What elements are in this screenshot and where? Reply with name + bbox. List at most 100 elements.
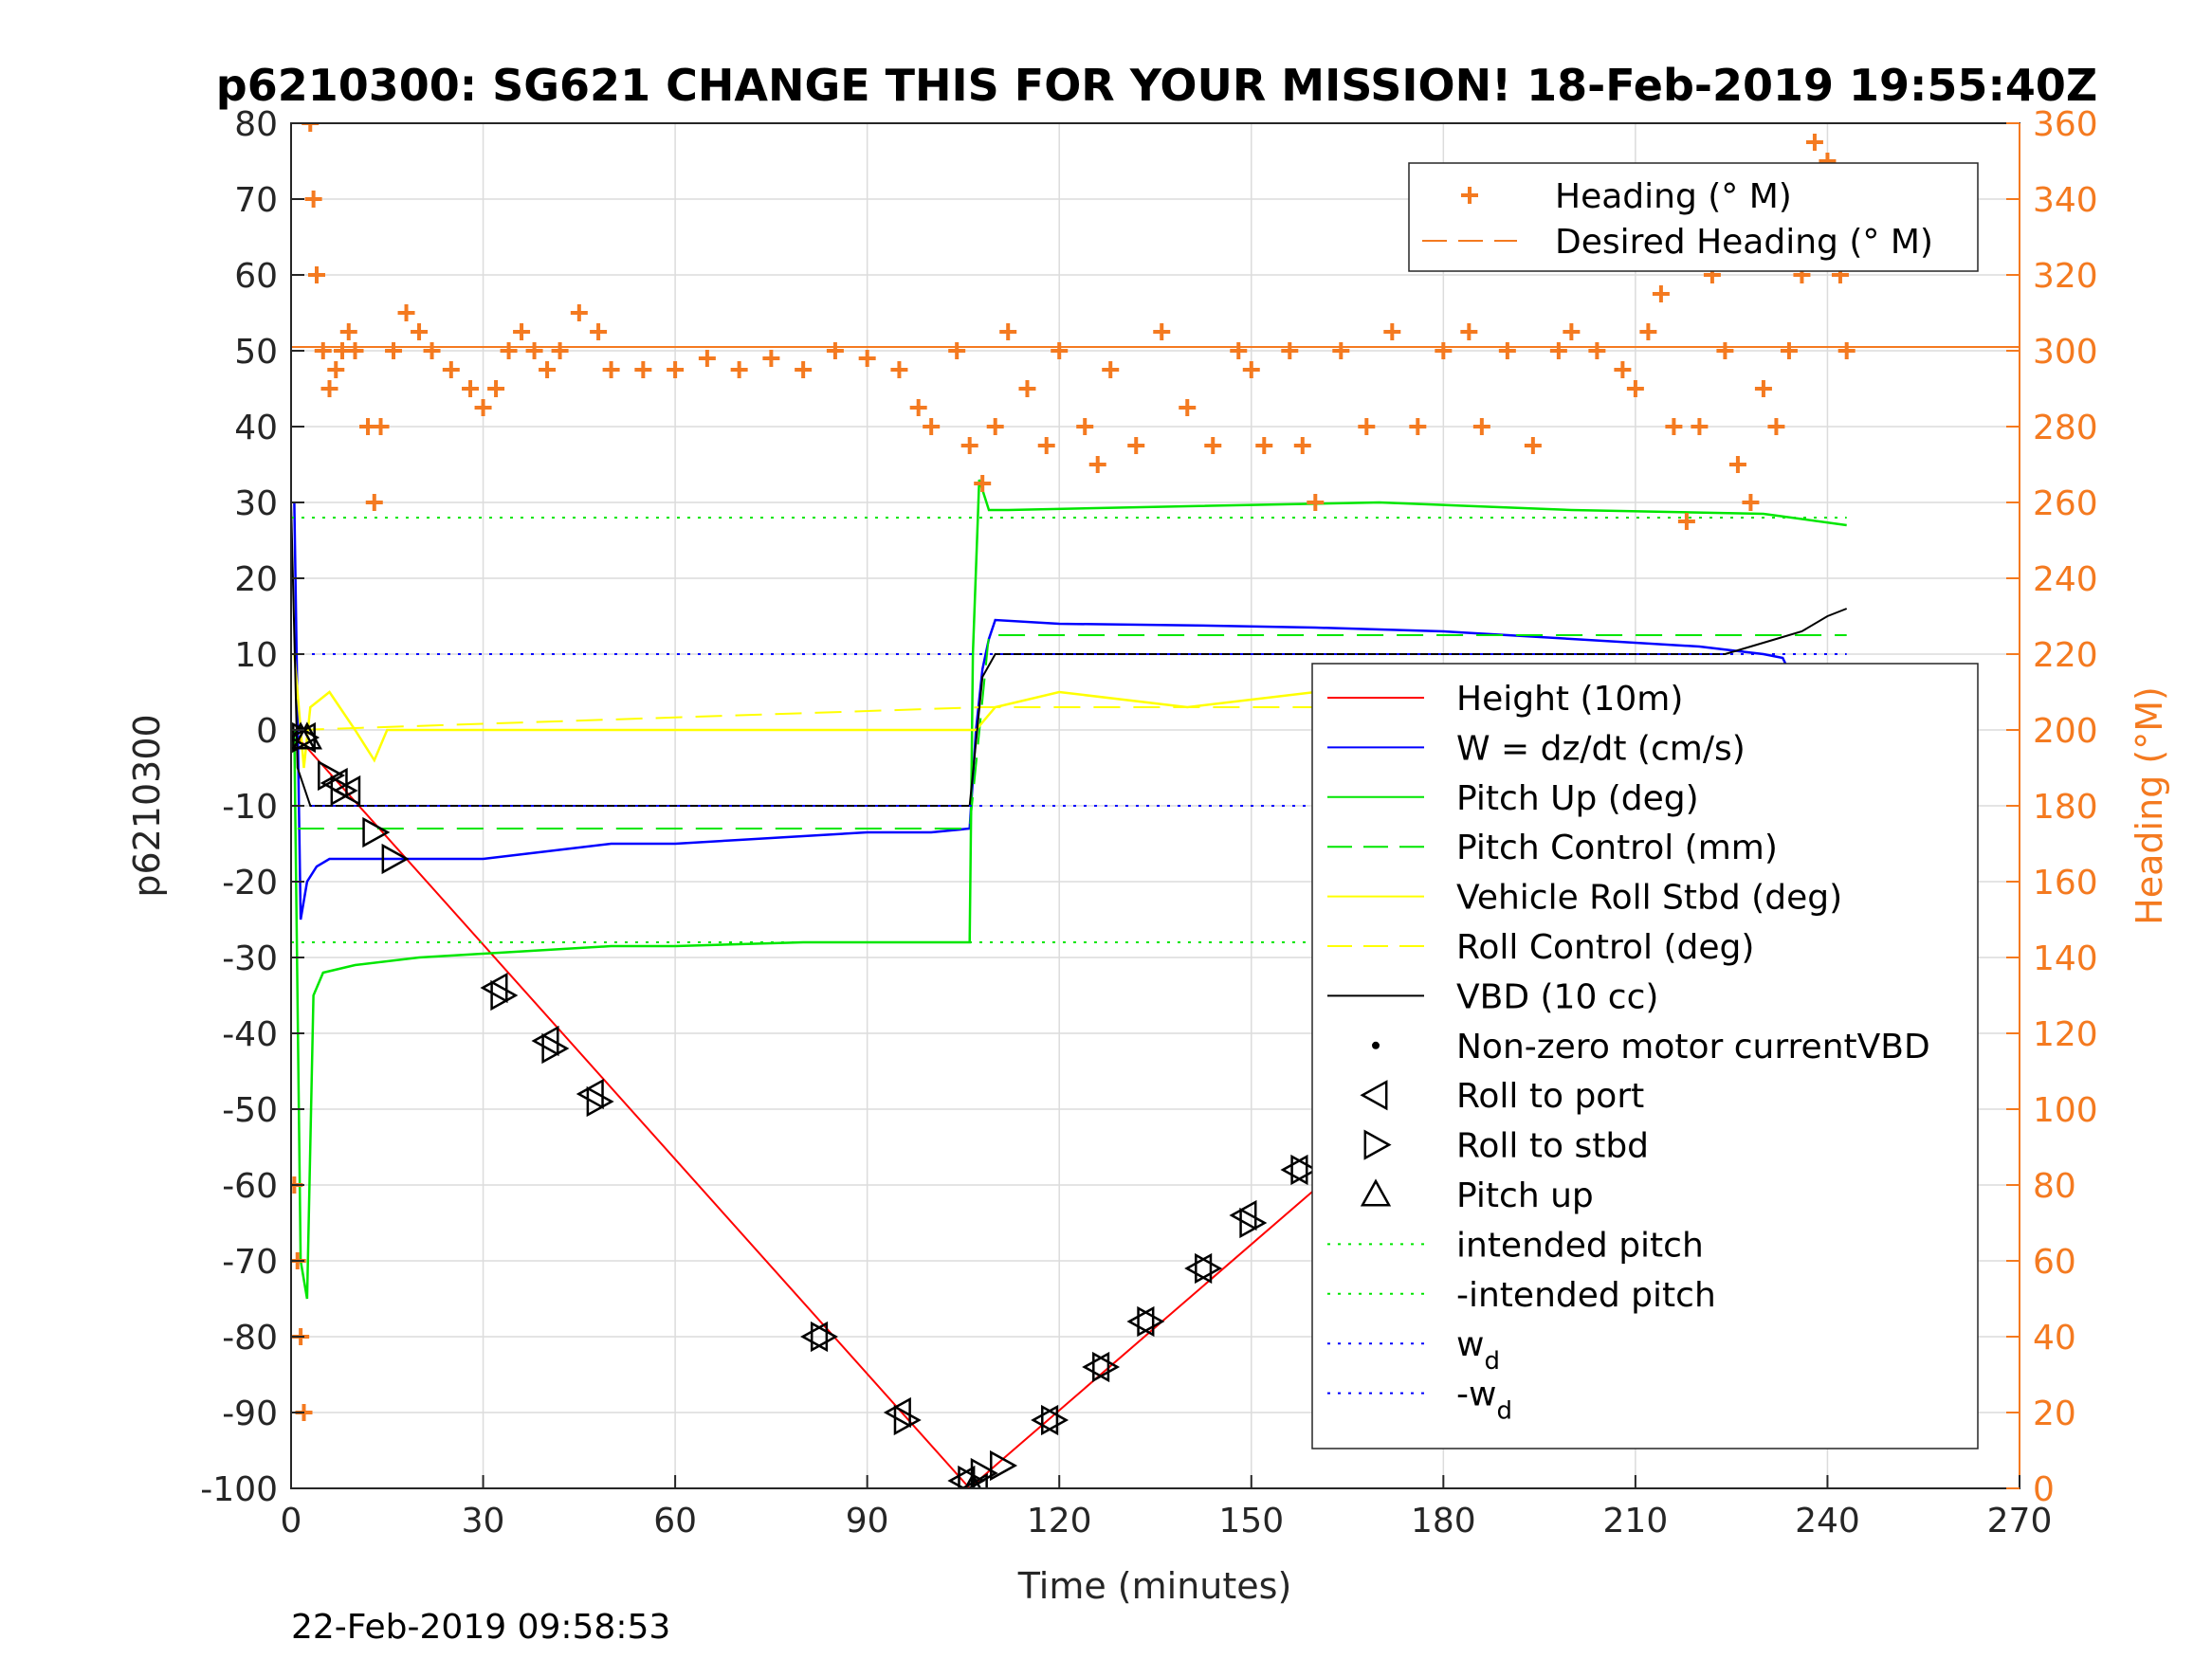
marker-roll-to-stbd: [893, 1404, 922, 1436]
heading-point: [1102, 361, 1120, 378]
legend-label: Height (10m): [1456, 680, 1683, 719]
heading-point: [346, 342, 364, 359]
heading-point: [302, 123, 320, 132]
heading-point: [1358, 418, 1376, 435]
marker-roll-to-stbd: [990, 1449, 1018, 1482]
marker-roll-to-port: [1082, 1351, 1110, 1383]
heading-point: [1716, 342, 1734, 359]
series-w-dz-dt-cm-s: [293, 501, 1847, 921]
heading-point: [339, 323, 357, 340]
marker-roll-to-stbd: [586, 1085, 614, 1118]
heading-point: [365, 494, 383, 511]
timestamp-footer: 22-Feb-2019 09:58:53: [291, 1608, 670, 1647]
marker-roll-to-port: [1126, 1305, 1155, 1338]
y-right-tick-label: 160: [2033, 864, 2098, 902]
y-tick-label: -90: [222, 1395, 278, 1433]
y-right-tick-label: 0: [2033, 1470, 2055, 1509]
marker-roll-to-port: [480, 972, 508, 1004]
y-right-tick-label: 180: [2033, 788, 2098, 827]
heading-point: [1754, 380, 1772, 397]
marker-roll-to-port: [1229, 1199, 1257, 1231]
y-tick-label: -60: [222, 1167, 278, 1206]
y-tick-label: 40: [234, 409, 278, 447]
marker-roll-to-stbd: [381, 843, 410, 875]
heading-point: [304, 191, 322, 208]
marker-roll-to-port: [800, 1321, 829, 1353]
legend-label: Non-zero motor currentVBD: [1456, 1028, 1930, 1066]
heading-point: [1383, 323, 1401, 340]
heading-point: [1639, 323, 1657, 340]
legend-swatch: [1461, 187, 1478, 204]
y-right-tick-label: 360: [2033, 105, 2098, 144]
heading-point: [890, 361, 908, 378]
y-axis-label: p6210300: [126, 714, 168, 897]
legend-label: Pitch up: [1456, 1176, 1594, 1215]
heading-point: [1088, 456, 1106, 473]
heading-point: [974, 475, 992, 492]
series-roll-control-deg: [297, 706, 1847, 731]
heading-point: [320, 380, 338, 397]
heading-point: [1230, 342, 1248, 359]
y-right-tick-label: 80: [2033, 1167, 2076, 1206]
heading-point: [500, 342, 518, 359]
marker-roll-to-port: [1280, 1154, 1308, 1186]
heading-point: [1805, 134, 1823, 151]
heading-point: [858, 350, 876, 367]
marker-roll-to-stbd: [1137, 1305, 1165, 1338]
heading-point: [539, 361, 557, 378]
heading-point: [1677, 513, 1695, 530]
marker-roll-to-stbd: [1041, 1404, 1069, 1436]
marker-roll-to-port: [1184, 1252, 1213, 1285]
y-right-tick-label: 60: [2033, 1243, 2076, 1282]
marker-roll-to-stbd: [1195, 1252, 1223, 1285]
heading-point: [602, 361, 620, 378]
marker-roll-to-stbd: [1290, 1154, 1319, 1186]
heading-point: [442, 361, 460, 378]
y-right-tick-label: 220: [2033, 636, 2098, 675]
heading-point: [1767, 418, 1785, 435]
heading-point: [1018, 380, 1036, 397]
series-pitch-control-mm: [297, 634, 1847, 830]
chart-title: p6210300: SG621 CHANGE THIS FOR YOUR MIS…: [216, 60, 2097, 111]
heading-point: [1652, 285, 1670, 302]
legend-label: -intended pitch: [1456, 1276, 1716, 1315]
heading-point: [1179, 399, 1197, 416]
y-right-tick-label: 340: [2033, 181, 2098, 220]
heading-point: [513, 323, 531, 340]
heading-point: [474, 399, 492, 416]
heading-point: [960, 437, 978, 454]
marker-roll-to-port: [960, 1472, 988, 1488]
y-tick-label: -30: [222, 939, 278, 978]
marker-roll-to-stbd: [810, 1321, 838, 1353]
heading-point: [1242, 361, 1260, 378]
heading-point: [1037, 437, 1055, 454]
heading-point: [1524, 437, 1542, 454]
heading-point: [1691, 418, 1709, 435]
heading-point: [1051, 342, 1069, 359]
heading-point: [372, 418, 390, 435]
y-tick-label: 70: [234, 181, 278, 220]
heading-point: [730, 361, 748, 378]
marker-roll-to-stbd: [1092, 1351, 1121, 1383]
heading-point: [1665, 418, 1683, 435]
heading-point: [795, 361, 813, 378]
heading-point: [634, 361, 652, 378]
tick-layer: 0 30 60 90 120 150 180 210 240 270 80 70 60 50 40 30 20 1…: [200, 105, 2097, 1540]
y-axis-right-label: Heading (°M): [2129, 686, 2170, 925]
heading-point: [986, 418, 1004, 435]
y-tick-label: 0: [256, 712, 278, 751]
legend-main: Height (10m) W = dz/dt (cm/s) Pitch Up (de…: [1311, 663, 1979, 1449]
legend-swatch: [1360, 1080, 1388, 1111]
heading-point: [923, 418, 941, 435]
x-tick-label: 90: [846, 1502, 889, 1540]
legend-label: Desired Heading (° M): [1555, 223, 1933, 262]
heading-point: [385, 342, 403, 359]
marker-roll-to-stbd: [1239, 1207, 1268, 1239]
y-tick-label: -70: [222, 1243, 278, 1282]
legend-swatch: [1360, 1178, 1392, 1207]
heading-point: [826, 342, 844, 359]
x-tick-label: 0: [281, 1502, 302, 1540]
heading-point: [999, 323, 1017, 340]
heading-point: [1728, 456, 1746, 473]
